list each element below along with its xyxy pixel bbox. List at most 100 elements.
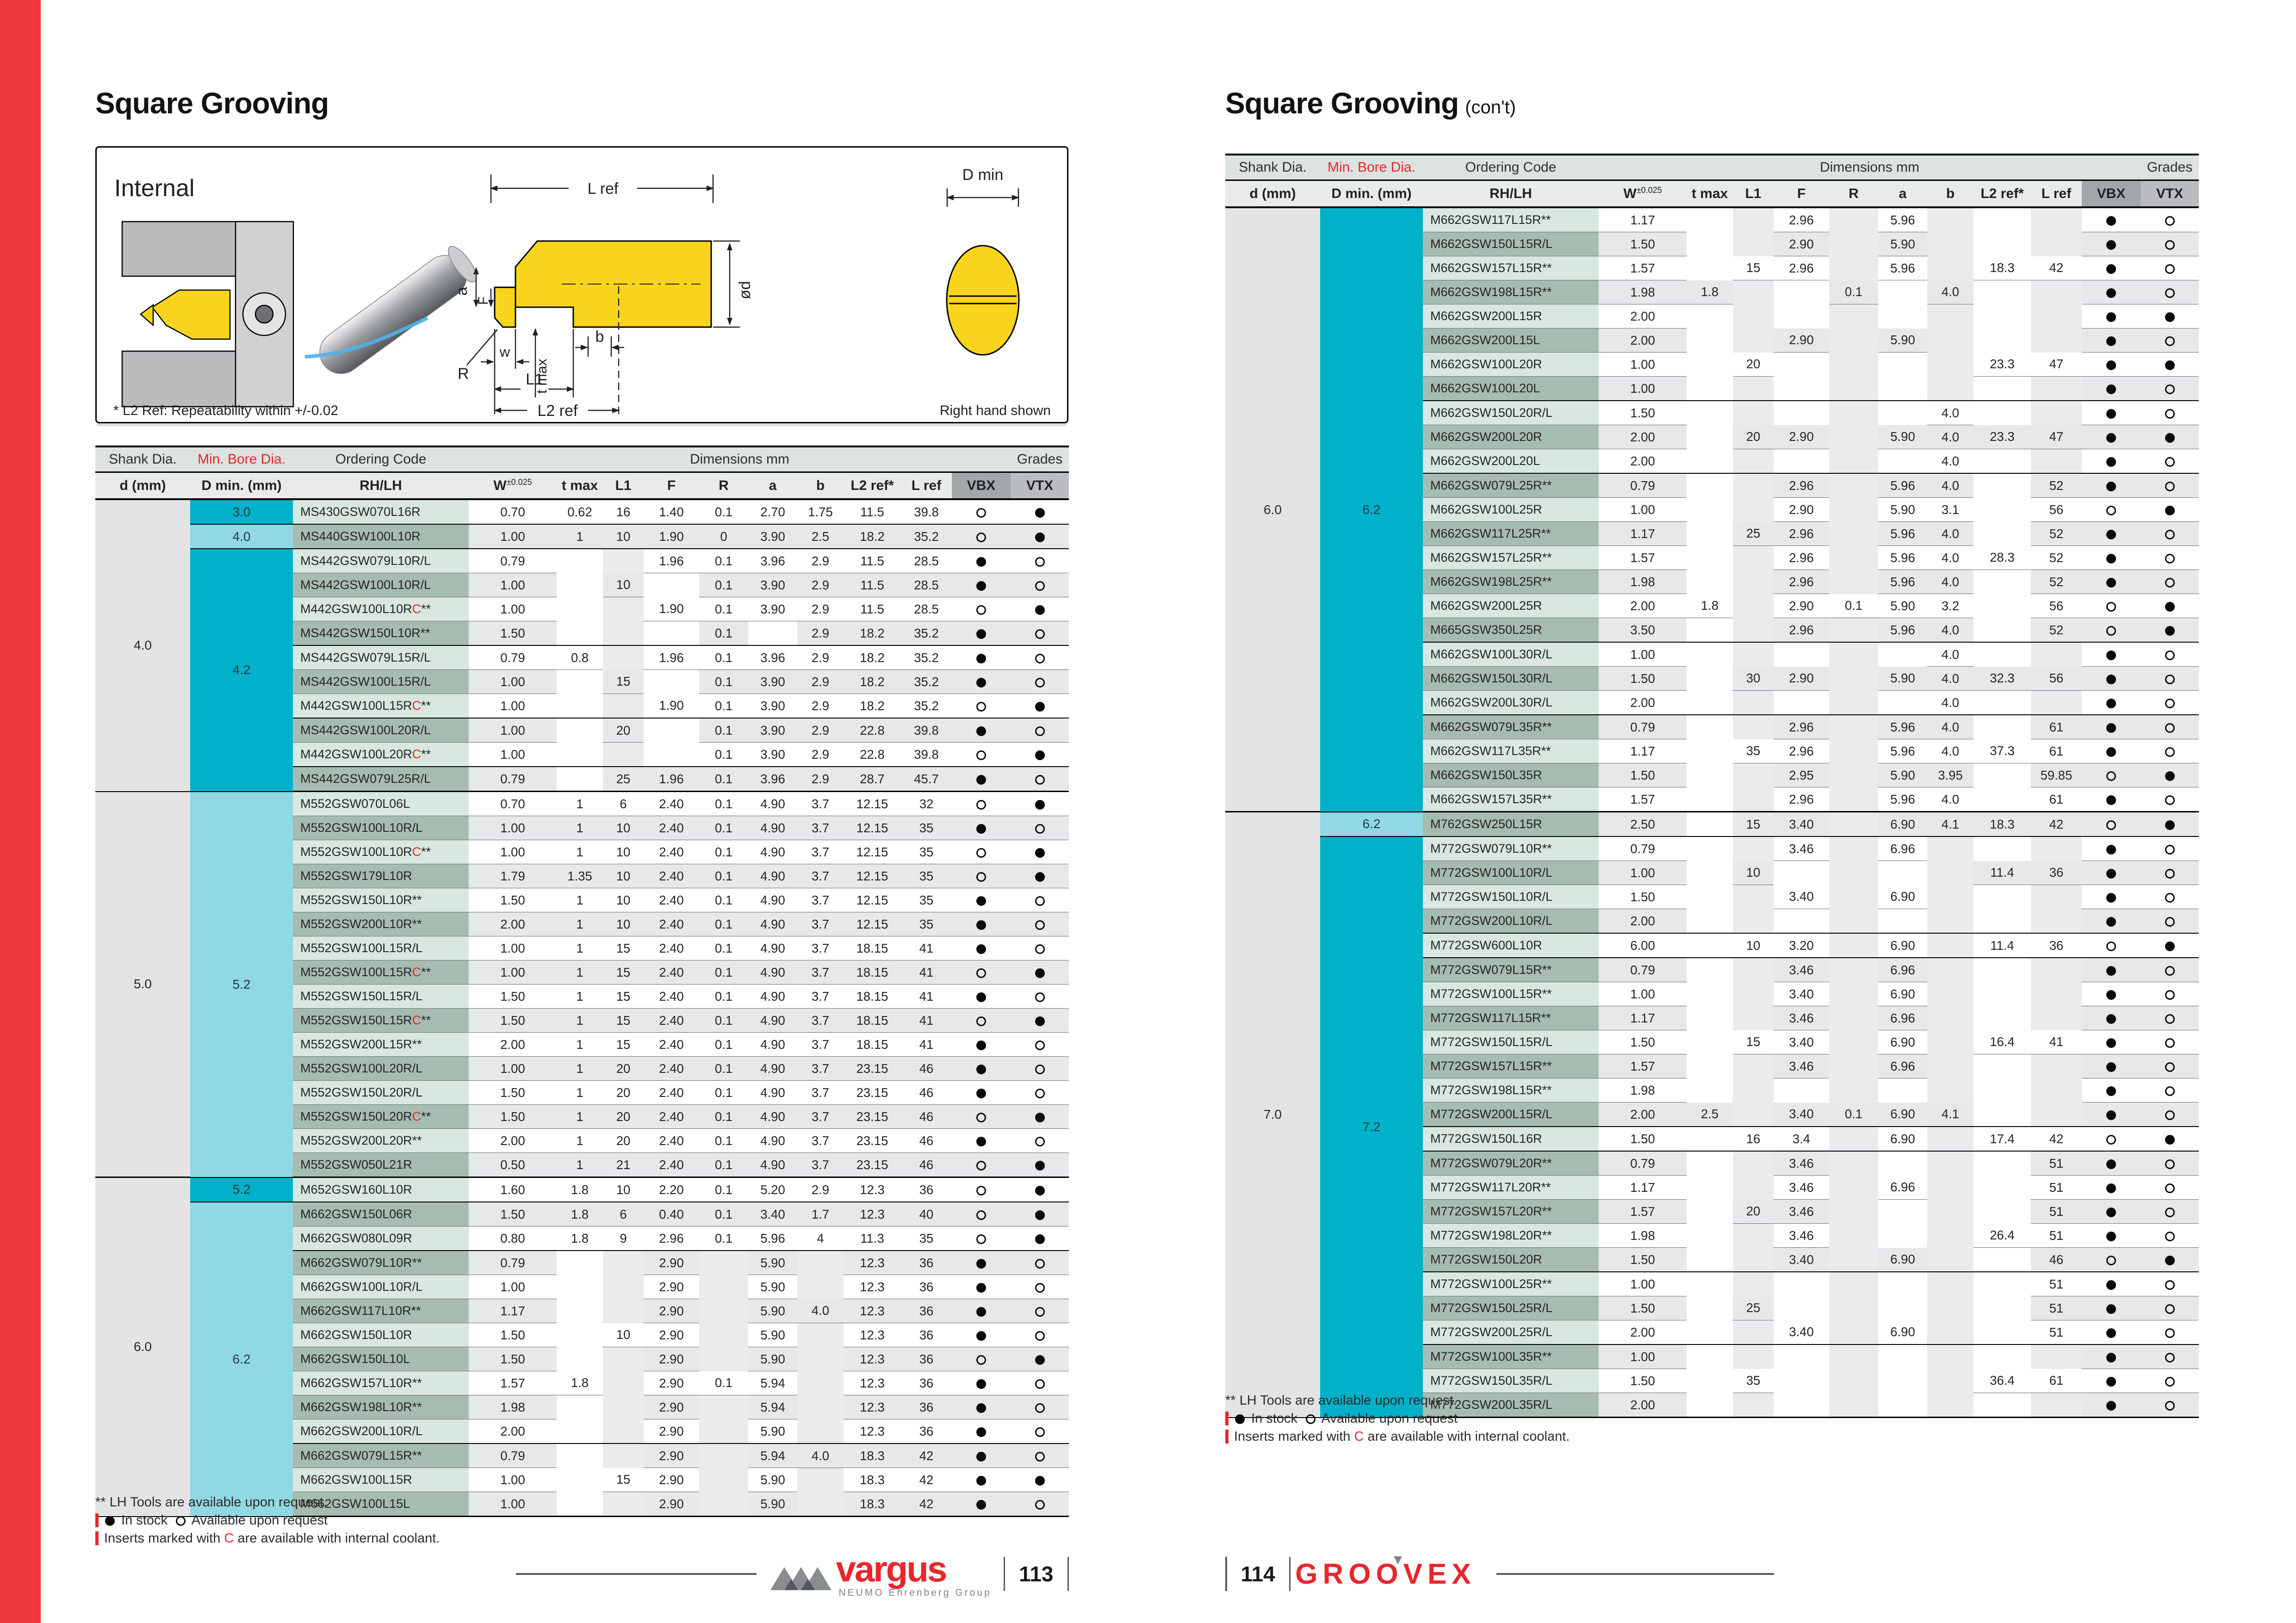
dimension-cell xyxy=(1878,690,1927,715)
grade-cell xyxy=(952,669,1011,694)
dimension-cell xyxy=(1927,1078,1973,1103)
dimension-cell xyxy=(2031,1393,2082,1418)
dimension-cell: 1.57 xyxy=(1599,787,1687,812)
ordering-code-cell: M662GSW100L15R xyxy=(293,1468,469,1492)
on-request-dot xyxy=(1035,1258,1045,1269)
col-shank-dia: Shank Dia. xyxy=(95,446,190,473)
ordering-code-cell: M772GSW100L35R** xyxy=(1423,1344,1599,1369)
dimension-cell: 0.79 xyxy=(469,1250,557,1275)
dimension-cell: 2.40 xyxy=(644,888,699,912)
dimension-cell: 35 xyxy=(901,864,952,888)
dimension-cell xyxy=(699,1492,748,1517)
ordering-code-cell: M552GSW150L20RC** xyxy=(293,1104,469,1129)
grade-cell xyxy=(952,888,1011,912)
dimension-cell: 61 xyxy=(2031,1369,2082,1393)
dimension-cell: 15 xyxy=(603,669,644,694)
grade-cell xyxy=(2141,1247,2199,1272)
grade-cell xyxy=(2082,812,2141,837)
table-row: M772GSW100L15R** 1.00 3.40 6.90 xyxy=(1225,982,2199,1006)
dimension-cell: 47 xyxy=(2031,352,2082,377)
grade-cell xyxy=(952,766,1011,792)
dimension-cell xyxy=(1774,400,1829,425)
in-stock-dot xyxy=(976,1040,987,1050)
dimension-cell xyxy=(1973,473,2031,498)
on-request-dot xyxy=(2106,1255,2116,1265)
dimension-cell: 52 xyxy=(2031,473,2082,498)
dimension-cell: 5.96 xyxy=(1878,714,1927,739)
dimension-cell: 1.17 xyxy=(1599,1006,1687,1030)
on-request-dot xyxy=(1035,557,1045,567)
table-row: M442GSW100L20RC** 1.00 0.1 3.90 2.9 22.8 39.8 xyxy=(95,742,1069,767)
col-d-mm: d (mm) xyxy=(95,472,190,500)
dimension-cell: 18.15 xyxy=(844,1008,901,1033)
grade-cell xyxy=(2082,787,2141,812)
col-grades: Grades xyxy=(1011,446,1069,473)
dimension-cell: 0.1 xyxy=(699,816,748,840)
in-stock-dot xyxy=(2106,457,2116,467)
grade-cell xyxy=(952,984,1011,1009)
dimension-cell: 35.2 xyxy=(901,694,952,719)
page-title-text: Square Grooving xyxy=(1225,87,1459,120)
dimension-cell: 35.2 xyxy=(901,524,952,549)
in-stock-dot xyxy=(976,896,987,906)
red-bar-icon xyxy=(95,1513,99,1527)
ordering-code-cell: M662GSW150L06R xyxy=(293,1202,469,1227)
grade-cell xyxy=(2141,1271,2199,1296)
dimension-cell: 0.1 xyxy=(699,499,748,525)
dimension-cell: 3.90 xyxy=(748,669,797,694)
dimension-cell: 23.15 xyxy=(844,1104,901,1129)
dimension-cell: 1.50 xyxy=(469,1104,557,1129)
dimension-cell: 41 xyxy=(901,1032,952,1057)
on-request-dot xyxy=(2165,529,2175,539)
dimension-cell: 46 xyxy=(2031,1247,2082,1272)
grade-cell xyxy=(1011,1226,1069,1251)
grade-cell xyxy=(952,718,1011,743)
grade-cell xyxy=(952,1347,1011,1371)
table-row: 6.2 M662GSW150L06R 1.50 1.8 6 0.40 0.1 3.40 1.7 1… xyxy=(95,1202,1069,1517)
dimension-cell xyxy=(2031,304,2082,328)
grade-cell xyxy=(952,1008,1011,1033)
dimension-cell xyxy=(1829,1369,1878,1393)
table-row: M662GSW157L35R** 1.57 2.96 5.96 4.0 61 xyxy=(1225,787,2199,812)
dimension-cell xyxy=(1687,1151,1733,1176)
col-rh-lh: RH/LH xyxy=(293,472,469,500)
dimension-cell: 4.0 xyxy=(1927,425,1973,449)
ordering-code-cell: M552GSW070L06L xyxy=(293,791,469,816)
dimension-cell: 4.0 xyxy=(1927,642,1973,667)
dimension-cell xyxy=(1774,690,1829,715)
grade-cell xyxy=(952,742,1011,767)
grade-cell xyxy=(1011,936,1069,960)
footnote-coolant: Inserts marked with C are available with… xyxy=(1225,1428,1570,1446)
dimension-cell xyxy=(1927,1393,1973,1418)
on-request-dot xyxy=(1035,581,1045,591)
shank-dia-cell: 7.0 xyxy=(1225,812,1320,1418)
diagram-note-left: * L2 Ref: Repeatability within +/-0.02 xyxy=(113,403,338,418)
col-ordering-code: Ordering Code xyxy=(293,446,469,473)
dimension-cell xyxy=(603,621,644,645)
dimension-cell: 5.96 xyxy=(1878,256,1927,280)
in-stock-dot xyxy=(2106,650,2116,660)
in-stock-dot xyxy=(2106,966,2116,976)
grade-cell xyxy=(952,694,1011,719)
dimension-cell xyxy=(1687,1223,1733,1248)
dimension-cell: 1.00 xyxy=(469,1492,557,1517)
page-title-text: Square Grooving xyxy=(95,87,329,120)
dimension-cell: 1.90 xyxy=(644,597,699,621)
on-request-dot xyxy=(2165,1328,2175,1338)
grade-cell xyxy=(2141,933,2199,958)
dimension-cell: 3.7 xyxy=(797,912,844,936)
grade-cell xyxy=(2141,570,2199,594)
dimension-cell xyxy=(1687,642,1733,667)
dimension-cell: 0.1 xyxy=(699,549,748,573)
ordering-code-cell: M552GSW200L20R** xyxy=(293,1128,469,1153)
dimension-cell: 4.0 xyxy=(1927,449,1973,474)
dimension-cell xyxy=(1927,1247,1973,1272)
grade-cell xyxy=(952,1323,1011,1347)
dimension-cell: 3.95 xyxy=(1927,763,1973,787)
dimension-cell: 20 xyxy=(1733,1199,1774,1224)
dimension-cell: 1 xyxy=(557,1056,603,1081)
dimension-cell: 2.9 xyxy=(797,694,844,719)
dimension-cell xyxy=(1829,690,1878,715)
dimension-cell xyxy=(557,573,603,597)
dimension-cell xyxy=(1973,449,2031,473)
